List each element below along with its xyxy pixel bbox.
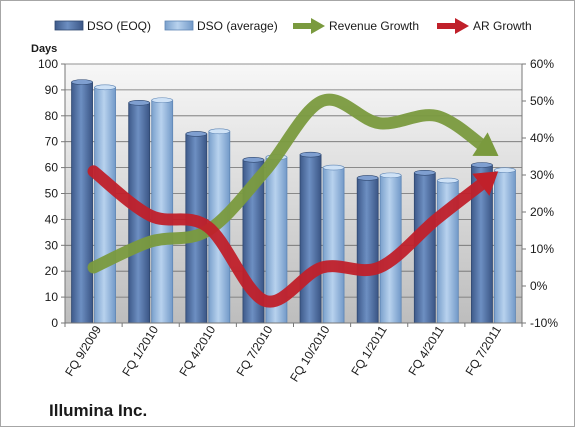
x-axis-ticks: FQ 9/2009 FQ 1/2010 FQ 4/2010 FQ 7/2010 FQ 1…	[62, 323, 523, 384]
bar-dso-average	[494, 169, 516, 324]
right-tick-label: 40%	[530, 131, 554, 145]
x-tick-label: FQ 1/2011	[348, 323, 390, 378]
x-tick-label: FQ 4/2011	[405, 323, 447, 378]
left-tick-label: 0	[51, 316, 58, 330]
x-tick-label: FQ 1/2010	[119, 323, 161, 379]
bar-top-dso-average	[322, 164, 345, 171]
legend-label-dso-eoq: DSO (EOQ)	[87, 19, 151, 33]
bar-top-dso-eoq	[185, 131, 208, 137]
right-tick-label: 30%	[530, 168, 554, 182]
left-tick-label: 30	[45, 238, 59, 252]
bar-top-dso-average	[437, 177, 459, 184]
left-tick-label: 50	[45, 187, 59, 201]
legend-item-ar-growth: AR Growth	[437, 18, 532, 34]
lines-layer	[87, 93, 499, 308]
right-tick-label: 0%	[530, 279, 548, 293]
bar-dso-average	[322, 167, 345, 324]
line-ar-growth	[87, 165, 492, 308]
right-tick-label: 20%	[530, 205, 554, 219]
legend-label-revenue-growth: Revenue Growth	[329, 19, 419, 33]
legend-swatch-dso-eoq	[54, 20, 84, 31]
right-axis-ticks: -10% 0% 10% 20% 30% 40% 50% 60%	[522, 57, 558, 330]
company-name: Illumina Inc.	[49, 401, 147, 420]
y-axis-title: Days	[31, 43, 57, 55]
bar-dso-eoq	[299, 154, 322, 324]
left-tick-label: 60	[45, 161, 59, 175]
line-revenue-growth	[87, 93, 492, 274]
bar-top-dso-eoq	[356, 175, 379, 181]
x-tick-label: FQ 7/2011	[463, 323, 505, 378]
bar-top-dso-average	[151, 97, 173, 104]
x-tick-label: FQ 10/2010	[287, 323, 333, 384]
x-tick-label: FQ 7/2010	[234, 323, 276, 379]
legend-label-dso-average: DSO (average)	[197, 19, 278, 33]
bar-top-dso-average	[494, 167, 516, 173]
bar-dso-average	[94, 86, 116, 324]
legend-item-dso-average: DSO (average)	[164, 19, 278, 33]
right-tick-label: 10%	[530, 242, 554, 256]
left-tick-label: 80	[45, 109, 59, 123]
bar-top-dso-eoq	[471, 162, 493, 168]
legend-item-revenue-growth: Revenue Growth	[293, 18, 419, 34]
bar-top-dso-eoq	[71, 79, 93, 85]
legend-arrow-revenue-growth	[311, 18, 325, 34]
right-tick-label: 60%	[530, 57, 554, 71]
arrowhead-revenue-growth	[472, 132, 499, 157]
bar-top-dso-average	[94, 84, 116, 91]
legend-arrow-ar-growth	[455, 18, 469, 34]
left-axis-ticks: 0 10 20 30 40 50 60 70 80 90 100	[38, 57, 65, 330]
x-tick-label: FQ 9/2009	[62, 323, 104, 379]
bar-top-dso-eoq	[414, 169, 436, 176]
bar-top-dso-eoq	[128, 100, 150, 106]
x-tick-label: FQ 4/2010	[176, 323, 218, 379]
legend: DSO (EOQ) DSO (average) Revenue Growth A…	[54, 18, 532, 34]
left-tick-label: 90	[45, 83, 59, 97]
bar-top-dso-eoq	[242, 157, 265, 163]
bar-dso-eoq	[413, 172, 436, 324]
bar-dso-eoq	[71, 81, 93, 324]
legend-swatch-dso-average	[164, 20, 194, 31]
bar-dso-eoq	[356, 177, 379, 324]
left-tick-label: 40	[45, 212, 59, 226]
legend-item-dso-eoq: DSO (EOQ)	[54, 19, 151, 33]
arrowhead-ar-growth	[472, 171, 499, 196]
left-tick-label: 20	[45, 264, 59, 278]
bar-top-dso-eoq	[299, 151, 322, 158]
left-tick-label: 100	[38, 57, 58, 71]
left-tick-label: 10	[45, 290, 59, 304]
bar-top-dso-average	[379, 172, 402, 179]
bar-top-dso-average	[208, 128, 231, 135]
legend-label-ar-growth: AR Growth	[473, 19, 532, 33]
left-tick-label: 70	[45, 135, 59, 149]
right-tick-label: 50%	[530, 94, 554, 108]
right-tick-label: -10%	[530, 316, 558, 330]
